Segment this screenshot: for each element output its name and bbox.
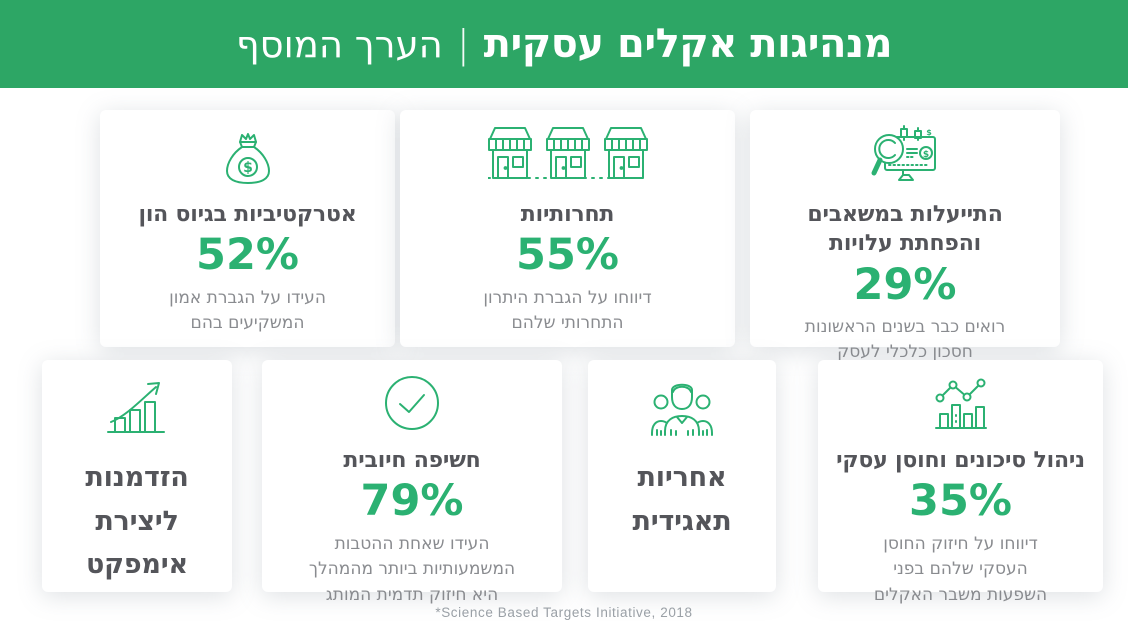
stat-card-responsibility: אחריות תאגידית (588, 360, 776, 592)
stat-card-risk: ניהול סיכונים וחוסן עסקי 35% דיווחו על ח… (818, 360, 1103, 605)
stat-title: הזדמנות ליצירת אימפקט (85, 462, 189, 581)
svg-text:$: $ (926, 128, 932, 137)
stat-description: דיווחו על חיזוק החוסן העסקי שלהם בפני הש… (873, 533, 1048, 605)
stat-title: אחריות תאגידית (632, 462, 732, 537)
growth-arrow-chart-icon (106, 374, 168, 436)
dot-line-bars-chart-icon (930, 374, 992, 432)
stat-card-impact: הזדמנות ליצירת אימפקט (42, 360, 232, 592)
stat-card-exposure: חשיפה חיובית 79% העידו שאחת ההטבות המשמע… (262, 360, 562, 605)
stat-title: חשיפה חיובית (343, 448, 481, 473)
header-title-separator: | (456, 22, 470, 66)
stat-title: תחרותיות (520, 202, 615, 227)
stat-description: העידו על הגברת אמון המשקיעים בהם (169, 287, 326, 334)
stat-title: אטרקטיביות בגיוס הון (138, 202, 357, 227)
header-bar: מנהיגות אקלים עסקית | הערך המוסף (0, 0, 1128, 88)
stat-title: ניהול סיכונים וחוסן עסקי (836, 448, 1085, 473)
stat-description: דיווחו על הגברת היתרון התחרותי שלהם (483, 287, 652, 334)
stat-value: 52% (196, 230, 299, 281)
stat-description: רואים כבר בשנים הראשונות חסכון כלכלי לעס… (804, 316, 1006, 363)
stat-value: 35% (909, 476, 1012, 527)
stat-card-competitiveness: תחרותיות 55% דיווחו על הגברת היתרון התחר… (400, 110, 735, 347)
stat-card-efficiency: $ $ התייעלות במשאבים והפחתת עלויות 29% ר… (750, 110, 1060, 362)
header-title-light: הערך המוסף (235, 22, 443, 66)
storefronts-icon (487, 124, 648, 186)
svg-text:$: $ (923, 150, 929, 160)
team-people-icon (649, 374, 715, 436)
svg-text:$: $ (243, 160, 253, 176)
monitor-magnifier-icon: $ $ (869, 124, 941, 186)
stat-description: העידו שאחת ההטבות המשמעותיות ביותר מהמהל… (308, 533, 516, 605)
money-bag-icon: $ (219, 124, 277, 186)
stat-value: 55% (516, 230, 619, 281)
stat-value: 79% (360, 476, 464, 527)
stat-title: התייעלות במשאבים והפחתת עלויות (807, 202, 1003, 257)
header-title-bold: מנהיגות אקלים עסקית (483, 21, 893, 67)
stat-card-capital: $ אטרקטיביות בגיוס הון 52% העידו על הגבר… (100, 110, 395, 347)
source-citation: *Science Based Targets Initiative, 2018 (435, 605, 693, 620)
check-circle-icon (383, 374, 441, 432)
stat-value: 29% (853, 259, 957, 310)
